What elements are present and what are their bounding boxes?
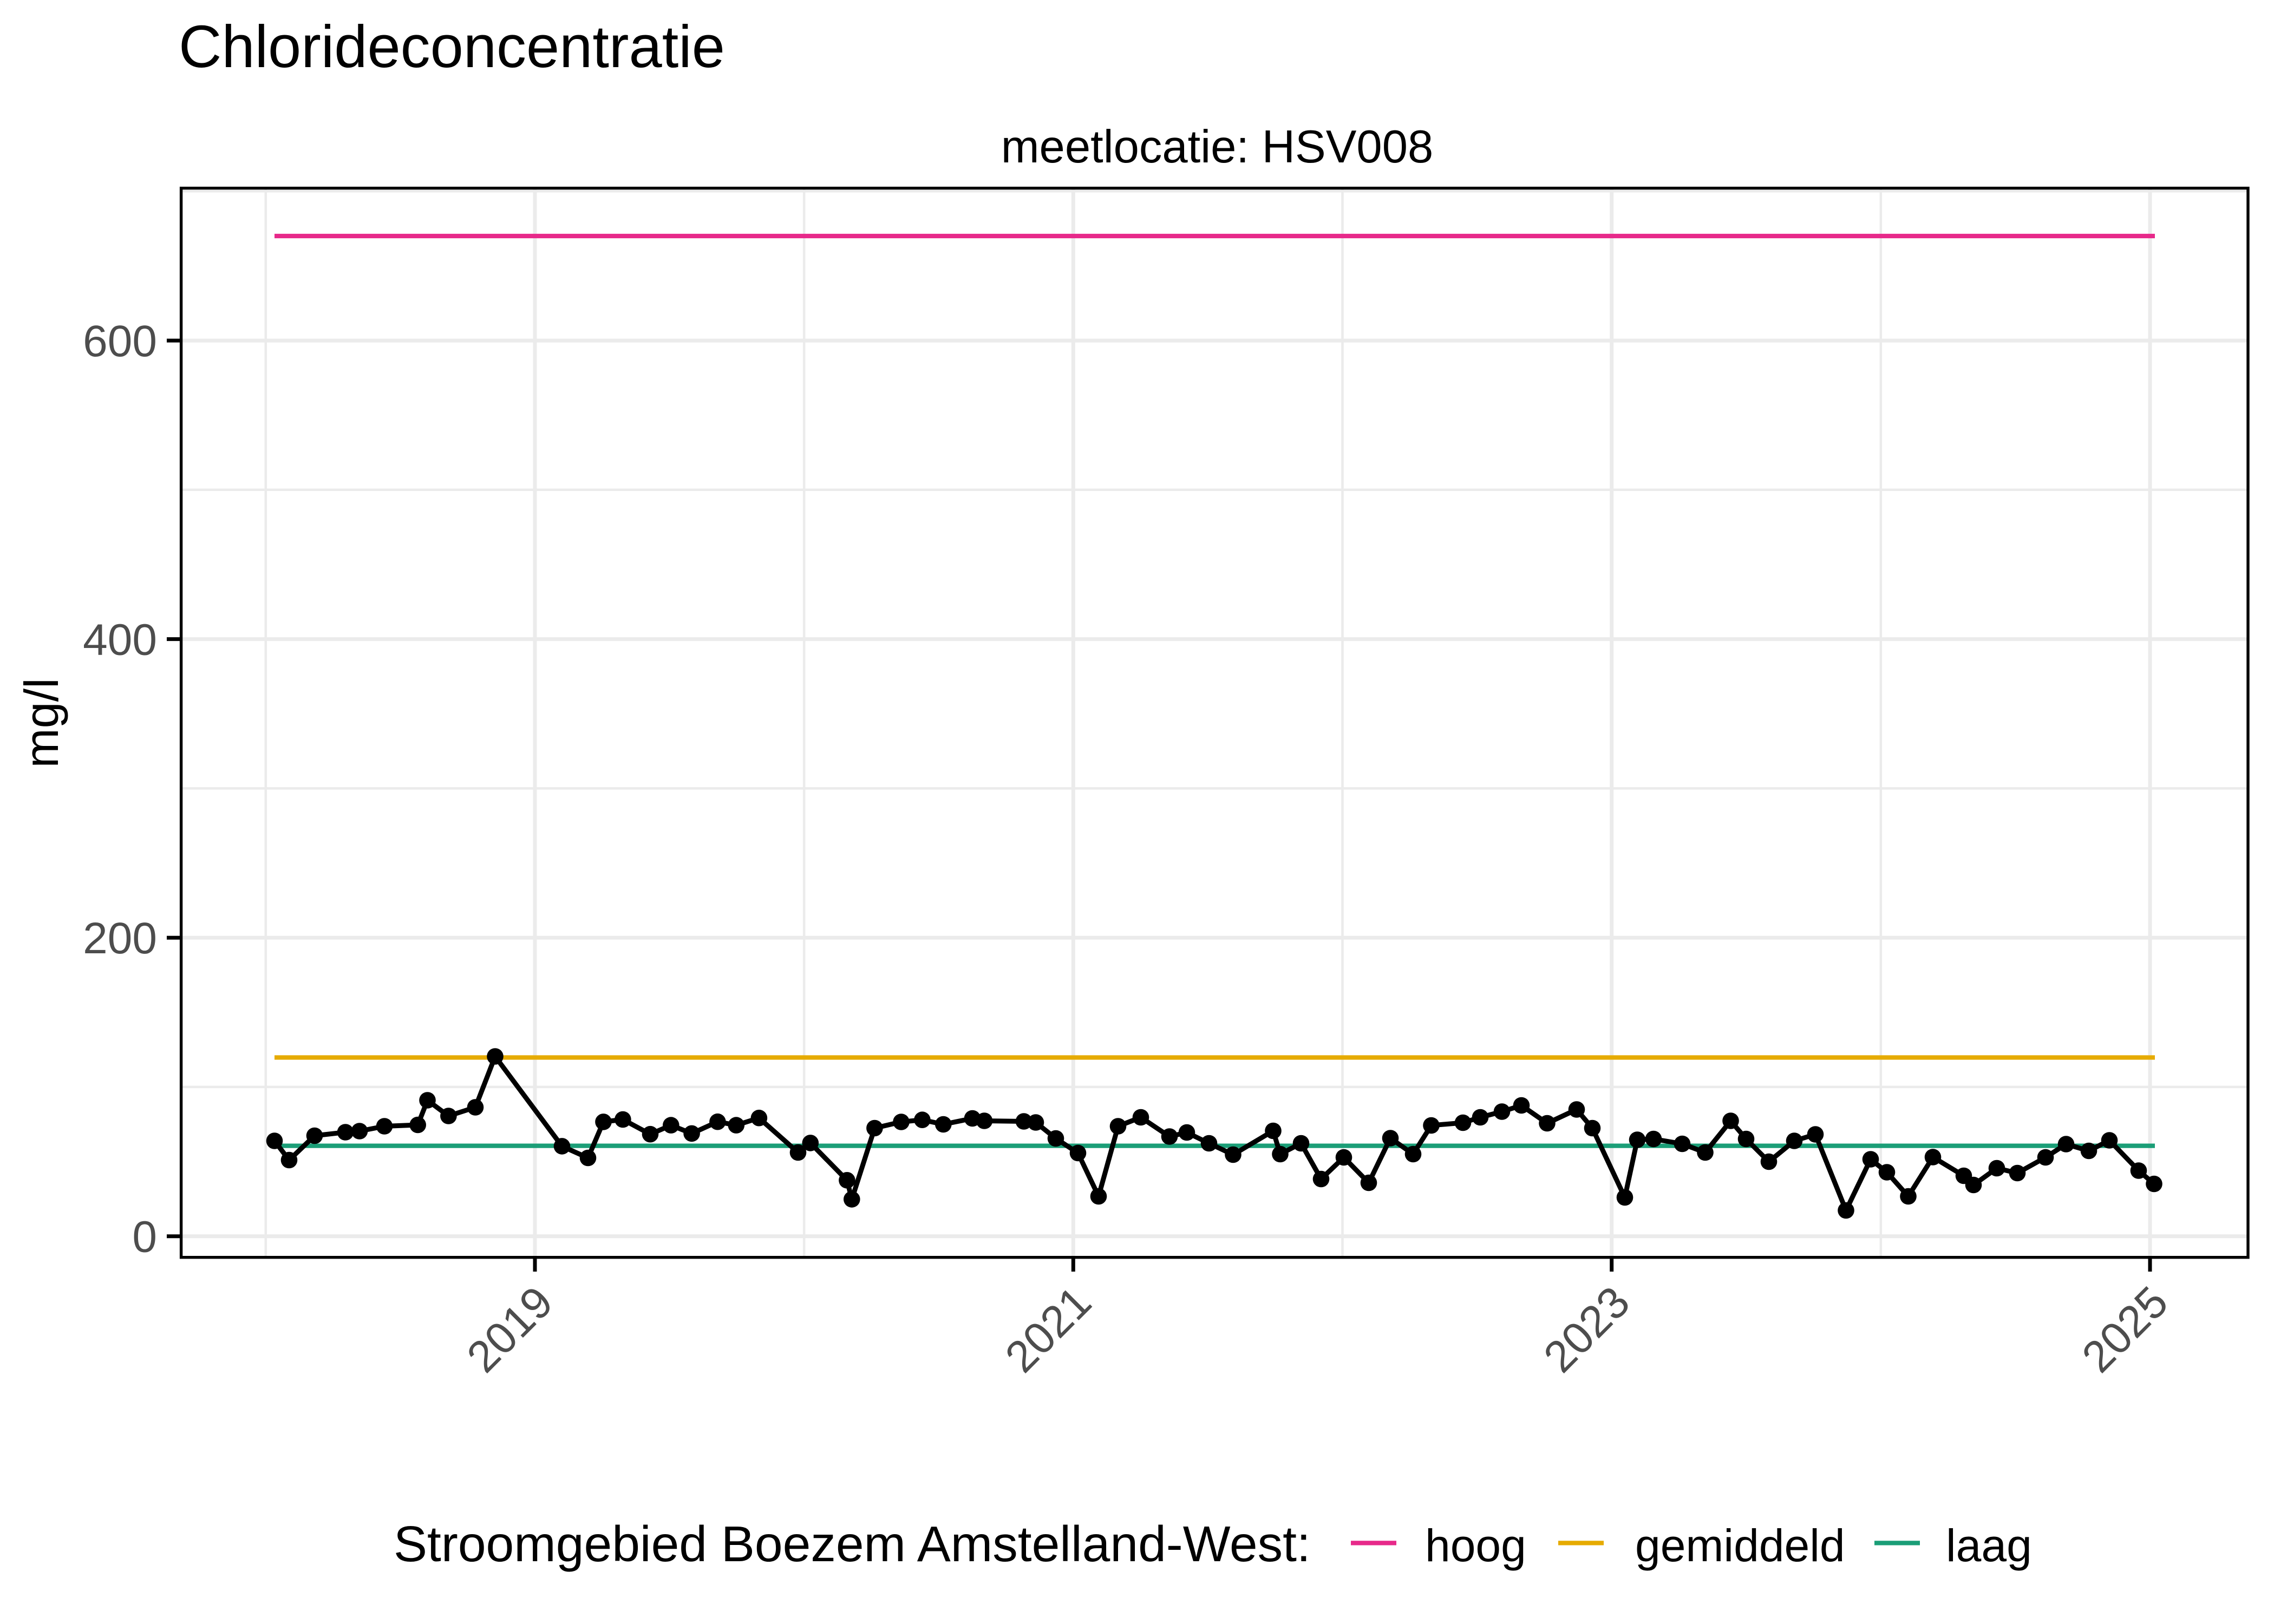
svg-text:gemiddeld: gemiddeld: [1635, 1520, 1845, 1571]
svg-text:Chlorideconcentratie: Chlorideconcentratie: [179, 14, 725, 80]
svg-text:mg/l: mg/l: [15, 678, 68, 768]
svg-text:hoog: hoog: [1425, 1520, 1526, 1571]
svg-text:400: 400: [83, 615, 157, 665]
svg-text:200: 200: [83, 914, 157, 963]
svg-text:meetlocatie: HSV008: meetlocatie: HSV008: [1001, 121, 1434, 173]
svg-text:laag: laag: [1946, 1520, 2032, 1571]
svg-text:0: 0: [132, 1213, 157, 1262]
svg-text:Stroomgebied Boezem Amstelland: Stroomgebied Boezem Amstelland-West:: [394, 1516, 1311, 1572]
svg-text:600: 600: [83, 317, 157, 366]
